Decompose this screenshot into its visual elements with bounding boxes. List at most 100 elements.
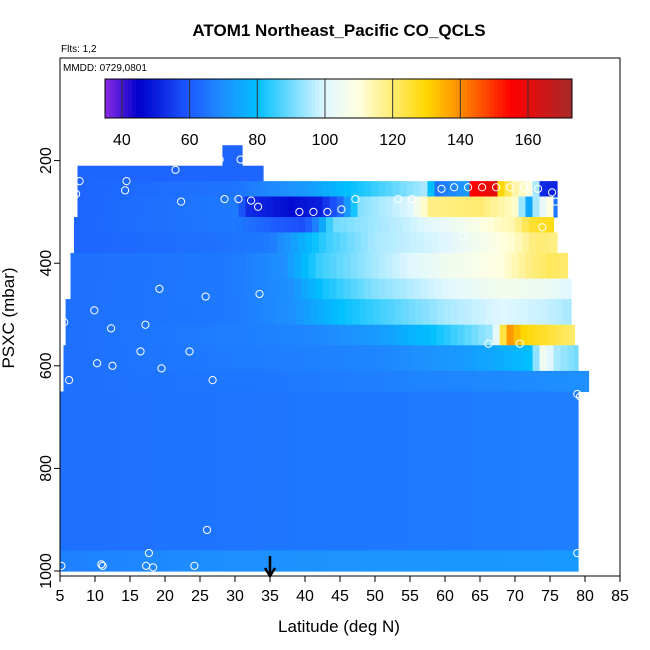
- heatmap-cell: [329, 196, 338, 218]
- heatmap-cell: [266, 345, 275, 372]
- heatmap-cell: [235, 232, 243, 254]
- heatmap-cell: [336, 181, 345, 198]
- heatmap-cell: [541, 299, 550, 326]
- heatmap-cell: [161, 370, 170, 393]
- heatmap-cell: [469, 370, 478, 393]
- heatmap-cell: [392, 252, 401, 280]
- data-point: [492, 183, 501, 192]
- colorbar-cell: [439, 79, 445, 118]
- heatmap-cell: [77, 196, 86, 218]
- heatmap-cell: [156, 299, 165, 326]
- heatmap-cell: [203, 252, 212, 280]
- heatmap-cell: [322, 345, 331, 372]
- heatmap-cell: [163, 299, 172, 326]
- heatmap-cell: [77, 181, 86, 198]
- heatmap-cell: [324, 299, 333, 326]
- heatmap-cell: [347, 550, 355, 572]
- heatmap-cell: [441, 252, 450, 280]
- heatmap-cell: [217, 196, 226, 218]
- heatmap-cell: [492, 324, 501, 346]
- heatmap-cell: [149, 324, 158, 346]
- colorbar-cell: [424, 79, 429, 118]
- colorbar-cell: [241, 79, 246, 118]
- heatmap-cell: [315, 345, 324, 372]
- data-point: [93, 359, 102, 368]
- data-point: [220, 194, 229, 204]
- heatmap-cell: [466, 217, 474, 234]
- heatmap-cell: [539, 278, 548, 300]
- heatmap-cell: [107, 299, 116, 326]
- heatmap-cell: [123, 232, 131, 254]
- heatmap-cell: [541, 324, 550, 346]
- heatmap-cell: [385, 252, 394, 280]
- x-tick-label: 40: [296, 588, 314, 605]
- heatmap-cell: [88, 550, 96, 572]
- heatmap-cell: [231, 165, 240, 182]
- heatmap-cell: [438, 391, 446, 552]
- heatmap-cell: [254, 299, 263, 326]
- colorbar-cell: [494, 79, 499, 118]
- heatmap-cell: [205, 299, 214, 326]
- heatmap-cell: [224, 345, 233, 372]
- heatmap-cell: [532, 252, 541, 280]
- heatmap-cell: [107, 324, 116, 346]
- heatmap-cell: [555, 324, 564, 346]
- data-point: [323, 207, 332, 216]
- heatmap-cell: [305, 217, 313, 234]
- heatmap-cell: [373, 299, 382, 326]
- latitude-marker-arrow-head: [263, 567, 277, 579]
- heatmap-cell: [361, 217, 369, 234]
- heatmap-cell: [105, 278, 114, 300]
- heatmap-cell: [543, 232, 551, 254]
- heatmap-cell: [109, 217, 117, 234]
- heatmap-cell: [427, 252, 436, 280]
- y-axis-label: PSXC (mbar): [0, 267, 18, 368]
- heatmap-cell: [445, 232, 453, 254]
- heatmap-cell: [189, 370, 198, 393]
- heatmap-cell: [574, 345, 579, 372]
- heatmap-cell: [291, 232, 299, 254]
- heatmap-cell: [161, 345, 170, 372]
- colorbar-cell: [330, 79, 336, 118]
- heatmap-cell: [133, 181, 142, 198]
- data-point: [75, 177, 84, 186]
- colorbar-cell: [463, 79, 468, 118]
- heatmap-cell: [179, 217, 187, 234]
- heatmap-cell: [462, 196, 471, 218]
- heatmap-cell: [329, 278, 338, 300]
- heatmap-cell: [532, 370, 541, 393]
- heatmap-cell: [70, 252, 79, 280]
- heatmap-cell: [315, 196, 324, 218]
- heatmap-cell: [427, 370, 436, 393]
- heatmap-cell: [326, 217, 334, 234]
- heatmap-cell: [228, 232, 236, 254]
- heatmap-cell: [77, 252, 86, 280]
- heatmap-cell: [494, 232, 502, 254]
- heatmap-cell: [91, 278, 100, 300]
- heatmap-cell: [182, 196, 191, 218]
- heatmap-cell: [480, 217, 488, 234]
- heatmap-cell: [543, 217, 551, 234]
- heatmap-cell: [522, 391, 530, 552]
- heatmap-cell: [112, 252, 121, 280]
- data-point: [157, 364, 166, 373]
- heatmap-cell: [247, 324, 256, 346]
- heatmap-cell: [380, 324, 389, 346]
- heatmap-cell: [217, 181, 226, 198]
- heatmap-cell: [359, 299, 368, 326]
- heatmap-cell: [455, 252, 464, 280]
- heatmap-cell: [88, 391, 96, 552]
- heatmap-cell: [135, 299, 144, 326]
- heatmap-cell: [182, 165, 191, 182]
- heatmap-cell: [504, 370, 513, 393]
- heatmap-cell: [361, 232, 369, 254]
- colorbar-tick-label: 100: [312, 132, 339, 149]
- heatmap-cell: [182, 345, 191, 372]
- heatmap-cell: [95, 232, 103, 254]
- heatmap-cell: [130, 232, 138, 254]
- heatmap-cell: [74, 232, 82, 254]
- heatmap-cell: [513, 299, 522, 326]
- heatmap-cell: [229, 145, 237, 167]
- heatmap-cell: [298, 550, 306, 572]
- colorbar-cell: [482, 79, 487, 118]
